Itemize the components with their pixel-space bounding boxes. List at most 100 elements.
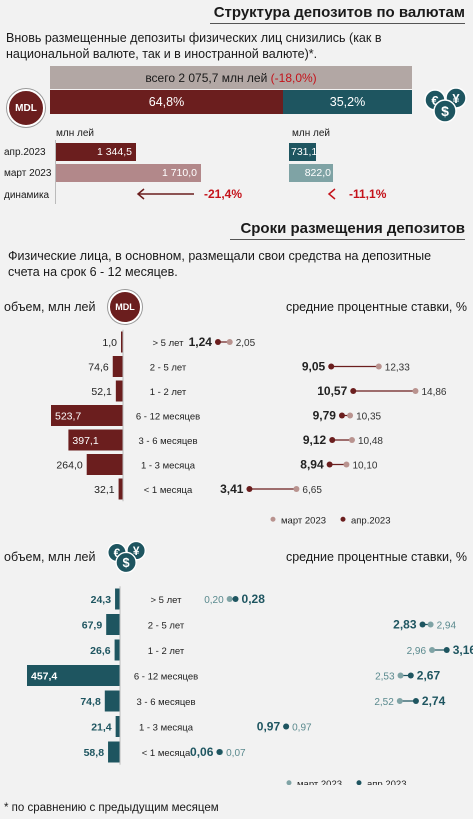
term-category-label: 2 - 5 лет xyxy=(148,621,185,632)
volume-value-label: 21,4 xyxy=(91,722,112,734)
rate-dot-march xyxy=(348,437,355,443)
mdl-chart-badge-icon: MDL xyxy=(108,290,142,324)
term-category-label: 2 - 5 лет xyxy=(150,363,187,374)
rate-label-march: 2,05 xyxy=(236,338,256,349)
fx-march-value: 822,0 xyxy=(304,167,331,179)
mdl-chart-left-title: объем, млн лей xyxy=(4,300,96,314)
mdl-chart-right-title: средние процентные ставки, % xyxy=(285,300,467,314)
volume-bar xyxy=(121,331,123,353)
row-label-dynamics: динамика xyxy=(4,190,50,201)
fx-decrease-arrow-icon xyxy=(327,188,336,200)
svg-text:$: $ xyxy=(441,103,449,119)
rate-dot-march xyxy=(412,388,419,394)
term-category-label: 3 - 6 месяцев xyxy=(136,697,195,708)
rate-dot-march xyxy=(343,461,350,468)
volume-value-label: 24,3 xyxy=(91,594,112,606)
rate-label-april: 0,28 xyxy=(242,592,266,606)
rate-label-march: 10,35 xyxy=(356,412,381,423)
volume-value-label: 523,7 xyxy=(55,411,81,423)
term-category-label: 6 - 12 месяцев xyxy=(134,672,198,683)
term-category-label: 3 - 6 месяцев xyxy=(138,436,197,447)
rate-dot-april xyxy=(407,672,414,679)
mdl-share-label: 64,8% xyxy=(148,95,185,109)
currency-icon: € ¥ $ xyxy=(424,87,467,123)
volume-bar xyxy=(118,478,123,500)
footnote: * по сравнению с предыдущим месяцем xyxy=(4,802,219,814)
volume-value-label: 67,9 xyxy=(82,620,103,632)
mdl-march-bar xyxy=(56,164,201,182)
volume-value-label: 457,4 xyxy=(31,671,57,683)
volume-value-label: 32,1 xyxy=(94,484,115,496)
volume-bar xyxy=(114,639,120,661)
fx-chart-currency-icon: € ¥ $ xyxy=(107,540,146,574)
legend-march-marker xyxy=(286,780,292,785)
row-label-april: апр.2023 xyxy=(4,147,46,158)
rate-label-april: 2,83 xyxy=(393,618,417,632)
rate-label-march: 2,94 xyxy=(437,621,457,632)
volume-bar xyxy=(86,454,123,475)
rate-label-march: 0,97 xyxy=(292,723,312,734)
rate-dot-april xyxy=(326,461,333,468)
section2-title: Сроки размещения депозитов xyxy=(240,220,465,237)
term-category-label: 1 - 3 месяца xyxy=(141,461,196,472)
volume-value-label: 74,6 xyxy=(88,362,109,374)
term-category-label: 6 - 12 месяцев xyxy=(136,412,200,423)
rate-label-april: 3,16 xyxy=(453,643,473,657)
section2-title-rule xyxy=(230,239,465,240)
unit-right: млн лей xyxy=(292,128,330,139)
volume-value-label: 397,1 xyxy=(72,435,98,447)
mdl-badge-icon: MDL xyxy=(7,89,45,127)
fx-chart-right-title: средние процентные ставки, % xyxy=(285,550,467,564)
term-category-label: > 5 лет xyxy=(151,595,183,606)
rate-label-march: 6,65 xyxy=(302,485,322,496)
rate-dot-april xyxy=(246,486,253,492)
volume-bar xyxy=(115,716,120,737)
rate-label-april: 1,24 xyxy=(189,335,213,349)
volume-bar xyxy=(115,588,120,610)
rate-dot-march xyxy=(429,647,436,653)
volume-value-label: 1,0 xyxy=(102,337,117,349)
rate-label-march: 2,52 xyxy=(374,697,394,708)
rate-label-april: 3,41 xyxy=(220,482,244,496)
legend-april-marker xyxy=(340,516,346,522)
rate-dot-april xyxy=(216,749,223,755)
mdl-share-bar xyxy=(50,90,283,114)
rate-dot-april xyxy=(338,412,345,419)
mdl-dynamics: -21,4% xyxy=(204,187,243,201)
fx-dynamics: -11,1% xyxy=(349,187,387,201)
mdl-term-chart: 1,0 > 5 лет 1,24 2,05 74,6 2 - 5 лет 9,05 12,33… xyxy=(51,329,447,526)
svg-text:$: $ xyxy=(123,555,130,570)
rate-dot-april xyxy=(419,621,426,628)
rate-dot-april xyxy=(412,698,419,704)
term-category-label: 1 - 3 месяца xyxy=(139,723,194,734)
legend-march-marker xyxy=(270,516,276,522)
rate-label-march: 2,53 xyxy=(375,672,395,683)
svg-text:€: € xyxy=(431,93,438,108)
rate-dot-march xyxy=(427,621,434,628)
rate-label-march: 10,48 xyxy=(358,436,383,447)
fx-april-value: 731,1 xyxy=(291,146,318,158)
volume-value-label: 58,8 xyxy=(84,747,105,759)
svg-text:¥: ¥ xyxy=(133,544,140,558)
row-label-march: март 2023 xyxy=(4,168,52,179)
rate-dot-march xyxy=(347,412,354,419)
mdl-april-bar xyxy=(56,143,136,161)
legend-april-label: апр.2023 xyxy=(367,779,406,785)
section2-subtitle: Физические лица, в основном, размещали с… xyxy=(8,249,432,279)
rate-label-april: 8,94 xyxy=(300,458,324,472)
fx-term-chart: 24,3 > 5 лет 0,28 0,20 67,9 2 - 5 лет 2,83 2,94… xyxy=(27,586,473,785)
rate-dot-april xyxy=(350,388,357,394)
mdl-march-value: 1 710,0 xyxy=(161,167,197,179)
svg-text:€: € xyxy=(114,546,121,560)
volume-bar xyxy=(27,665,120,686)
fx-share-label: 35,2% xyxy=(329,95,366,109)
volume-bar xyxy=(106,614,120,635)
fx-chart-left-title: объем, млн лей xyxy=(4,550,96,564)
rate-label-march: 12,33 xyxy=(385,363,410,374)
rate-label-april: 9,79 xyxy=(313,409,337,423)
rate-label-april: 2,74 xyxy=(422,694,446,708)
mdl-decrease-arrow-icon xyxy=(136,188,194,200)
svg-text:¥: ¥ xyxy=(452,91,460,106)
section1-subtitle: Вновь размещенные депозиты физических ли… xyxy=(6,31,382,61)
term-category-label: 1 - 2 лет xyxy=(150,387,187,398)
